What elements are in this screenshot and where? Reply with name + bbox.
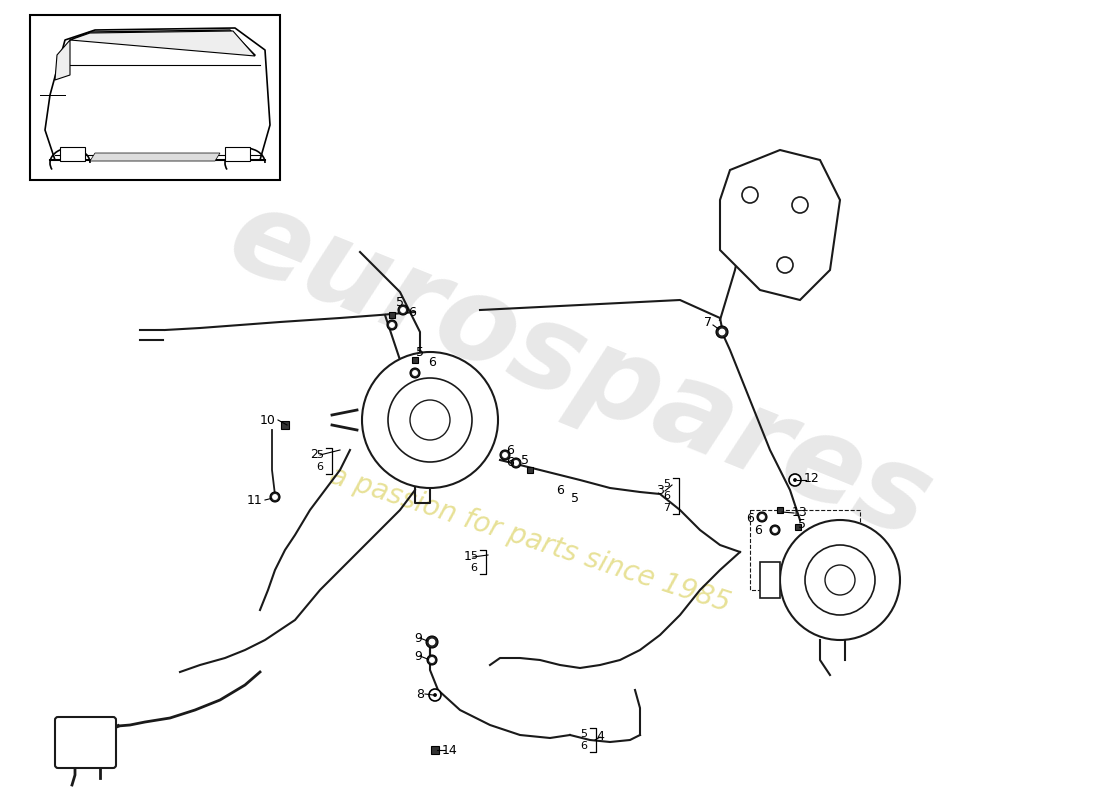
Circle shape xyxy=(757,512,767,522)
Circle shape xyxy=(512,458,521,468)
Text: 5: 5 xyxy=(521,454,529,466)
Circle shape xyxy=(410,400,450,440)
Bar xyxy=(760,562,780,598)
Text: 4: 4 xyxy=(596,730,604,743)
Text: 5: 5 xyxy=(798,518,806,531)
Circle shape xyxy=(433,694,437,696)
Polygon shape xyxy=(90,153,220,161)
Text: 9: 9 xyxy=(414,650,422,662)
Text: 6: 6 xyxy=(746,511,754,525)
Bar xyxy=(30,15,280,180)
Text: 5: 5 xyxy=(396,295,404,309)
Bar xyxy=(795,524,801,530)
Text: 6: 6 xyxy=(506,443,514,457)
Circle shape xyxy=(429,639,434,645)
Circle shape xyxy=(719,330,725,334)
Text: 7: 7 xyxy=(704,315,712,329)
Circle shape xyxy=(780,520,900,640)
Circle shape xyxy=(760,514,764,519)
Bar xyxy=(431,746,439,754)
Text: 3: 3 xyxy=(656,485,664,498)
FancyBboxPatch shape xyxy=(55,717,116,768)
Polygon shape xyxy=(55,40,70,80)
Circle shape xyxy=(388,378,472,462)
Text: 8: 8 xyxy=(416,687,424,701)
Text: 10: 10 xyxy=(260,414,276,426)
Bar xyxy=(389,312,395,318)
Text: 5: 5 xyxy=(416,346,424,358)
Circle shape xyxy=(805,545,874,615)
Bar xyxy=(280,421,289,429)
Circle shape xyxy=(777,257,793,273)
Circle shape xyxy=(789,474,801,486)
Polygon shape xyxy=(70,31,255,56)
Circle shape xyxy=(412,370,417,375)
Circle shape xyxy=(794,478,796,481)
Circle shape xyxy=(772,528,778,532)
Circle shape xyxy=(398,305,408,315)
Text: 5: 5 xyxy=(580,729,587,739)
Polygon shape xyxy=(226,147,250,161)
Text: 6: 6 xyxy=(663,491,670,501)
Bar xyxy=(777,507,783,513)
Text: eurospares: eurospares xyxy=(212,177,947,563)
Text: 9: 9 xyxy=(414,631,422,645)
Text: 6: 6 xyxy=(408,306,416,318)
Bar xyxy=(527,467,534,473)
Circle shape xyxy=(426,636,438,648)
Text: 5: 5 xyxy=(571,491,579,505)
Bar xyxy=(412,357,418,363)
Circle shape xyxy=(503,453,507,458)
Circle shape xyxy=(500,450,510,460)
Circle shape xyxy=(430,658,434,662)
Text: 6: 6 xyxy=(755,523,762,537)
Circle shape xyxy=(429,689,441,701)
Circle shape xyxy=(742,187,758,203)
Text: 14: 14 xyxy=(442,743,458,757)
Circle shape xyxy=(514,461,518,466)
Circle shape xyxy=(792,197,808,213)
Text: 6: 6 xyxy=(316,462,323,473)
Text: 7: 7 xyxy=(663,503,670,513)
Text: 1: 1 xyxy=(464,550,472,563)
Text: 5: 5 xyxy=(470,551,477,561)
Circle shape xyxy=(273,494,277,499)
Circle shape xyxy=(410,368,420,378)
Circle shape xyxy=(770,525,780,535)
Circle shape xyxy=(427,655,437,665)
Text: 5: 5 xyxy=(316,450,323,459)
Circle shape xyxy=(389,322,394,327)
Text: 6: 6 xyxy=(580,741,587,751)
Bar xyxy=(750,510,860,590)
Polygon shape xyxy=(720,150,840,300)
Circle shape xyxy=(270,492,280,502)
Text: 6: 6 xyxy=(557,483,564,497)
Text: 6: 6 xyxy=(428,355,436,369)
Text: 13: 13 xyxy=(792,506,807,519)
Circle shape xyxy=(825,565,855,595)
Circle shape xyxy=(400,308,405,312)
Text: 2: 2 xyxy=(310,449,318,462)
Text: a passion for parts since 1985: a passion for parts since 1985 xyxy=(326,462,734,618)
Text: 6: 6 xyxy=(470,563,477,573)
Circle shape xyxy=(387,320,397,330)
Text: 6: 6 xyxy=(506,457,514,470)
Circle shape xyxy=(362,352,498,488)
Text: 5: 5 xyxy=(663,479,670,489)
Circle shape xyxy=(716,326,728,338)
Text: 12: 12 xyxy=(804,471,820,485)
Polygon shape xyxy=(60,147,85,161)
Text: 11: 11 xyxy=(248,494,263,506)
